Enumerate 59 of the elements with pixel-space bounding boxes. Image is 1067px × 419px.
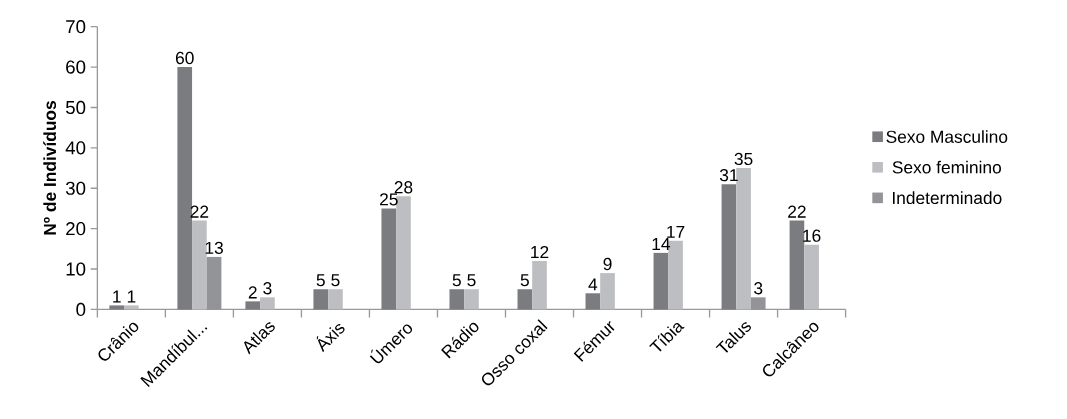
data-label: 12 — [531, 246, 549, 259]
data-label: 35 — [734, 152, 753, 166]
bar — [464, 289, 479, 310]
bar — [381, 208, 397, 310]
y-tick-label: 20 — [66, 222, 86, 236]
data-label: 22 — [788, 205, 806, 218]
legend-label: Sexo feminino — [892, 160, 1001, 174]
data-label: 22 — [190, 205, 209, 218]
bar — [313, 289, 329, 310]
y-tick-label: 60 — [66, 60, 86, 74]
bar — [736, 168, 751, 310]
x-tick-label: Tíbia — [649, 323, 685, 352]
data-label: 5 — [452, 274, 461, 287]
data-label: 5 — [331, 274, 340, 287]
y-tick-label: 30 — [65, 181, 86, 195]
y-tick-label: 50 — [65, 100, 86, 115]
bar — [449, 289, 465, 310]
data-label: 25 — [380, 193, 398, 206]
bar — [789, 220, 805, 310]
bar — [600, 273, 615, 310]
data-label: 14 — [652, 238, 671, 251]
bar — [109, 305, 125, 310]
bar — [396, 196, 411, 310]
bar — [585, 293, 601, 310]
y-tick-label: 10 — [66, 262, 86, 276]
bar — [653, 252, 669, 310]
data-label: 9 — [603, 257, 612, 271]
data-label: 5 — [520, 274, 529, 287]
data-label: 1 — [127, 290, 136, 303]
data-label: 17 — [667, 226, 685, 238]
bar — [721, 184, 737, 310]
data-label: 3 — [263, 282, 272, 295]
data-label: 1 — [113, 290, 121, 303]
y-tick-label: 0 — [76, 302, 86, 317]
y-tick-label: 70 — [66, 20, 86, 34]
legend-label: Sexo Masculino — [886, 130, 1008, 144]
bar — [328, 289, 343, 310]
data-label: 5 — [467, 274, 476, 287]
bar — [245, 301, 261, 310]
bar — [192, 220, 207, 310]
bar — [260, 297, 275, 310]
data-label: 28 — [394, 181, 413, 194]
y-tick-label: 40 — [65, 141, 86, 155]
legend-label: Indeterminado — [892, 191, 1002, 205]
bar — [804, 244, 819, 310]
data-label: 2 — [248, 286, 257, 299]
bar — [124, 305, 139, 310]
x-tick-label: Áxis — [316, 324, 345, 353]
data-label: 60 — [175, 51, 194, 65]
data-label: 5 — [316, 274, 325, 287]
data-label: 4 — [588, 278, 598, 291]
data-label: 3 — [754, 282, 763, 295]
bar — [668, 240, 683, 310]
data-label: 31 — [719, 169, 738, 182]
bar — [517, 289, 533, 310]
data-label: 16 — [803, 229, 821, 242]
data-label: 13 — [205, 241, 223, 255]
y-axis-title: Nº de Indivíduos — [43, 101, 57, 235]
bar — [532, 261, 547, 310]
